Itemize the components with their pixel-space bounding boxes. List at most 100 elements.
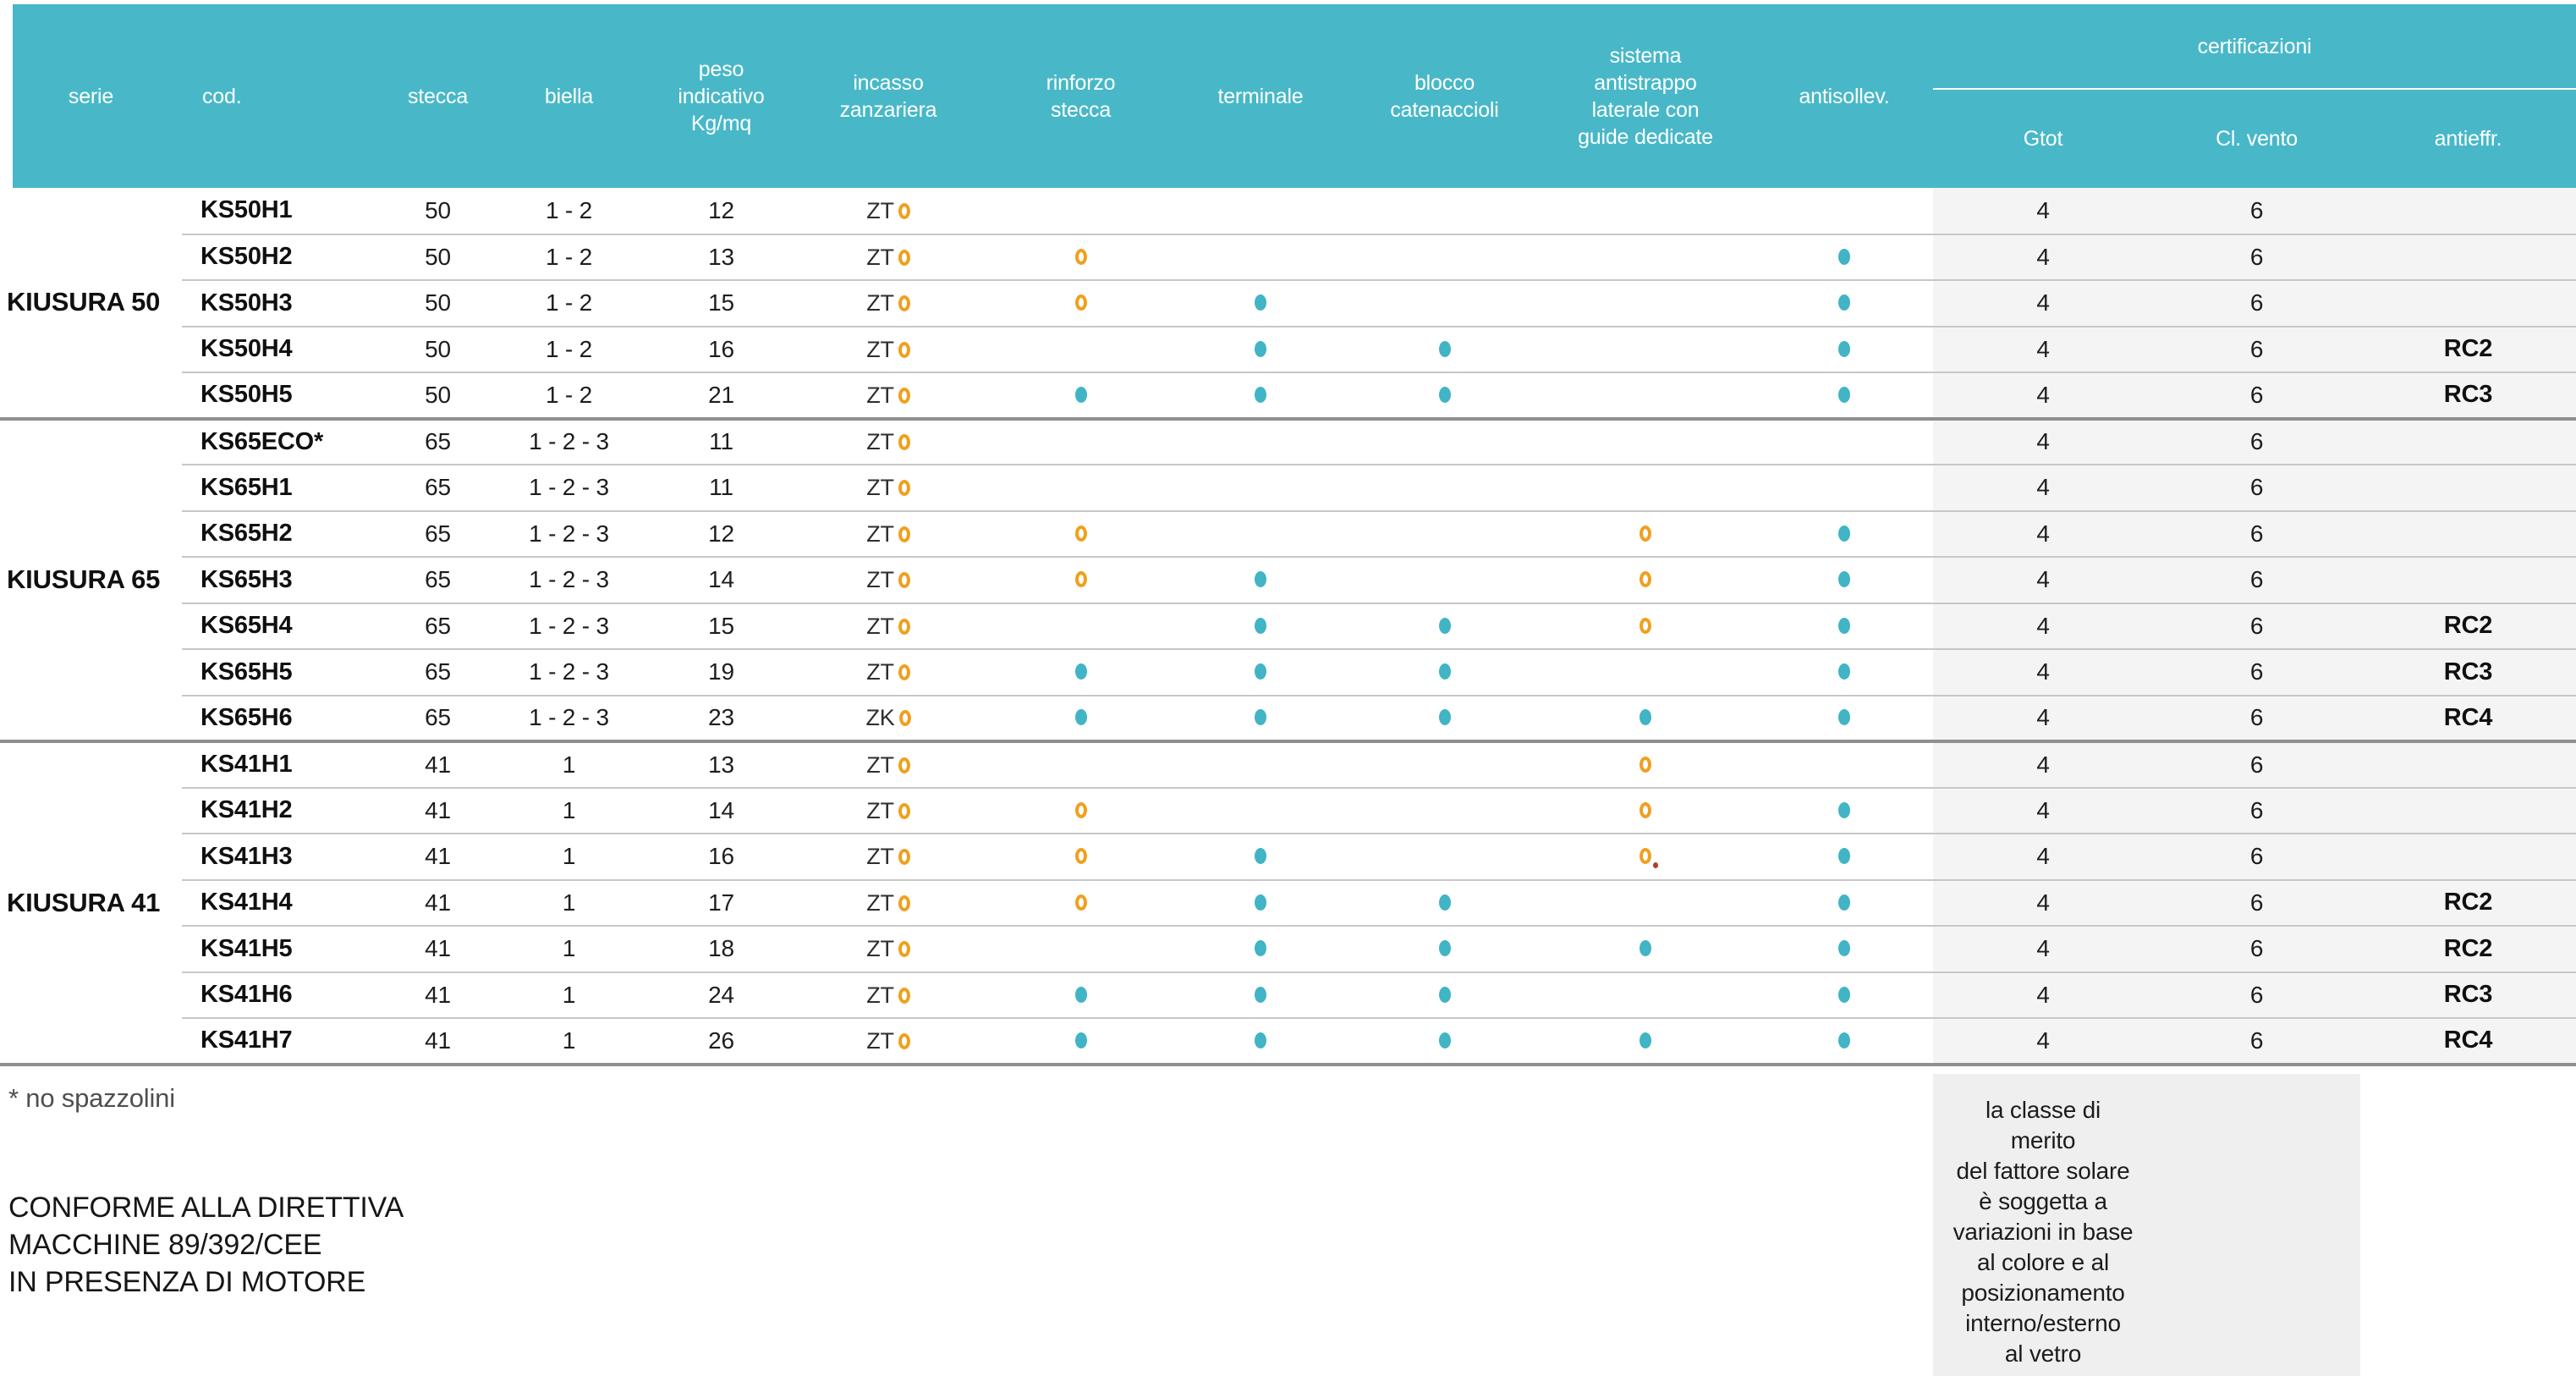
cell-gtot: 4 (1933, 648, 2153, 696)
included-dot-mark (1255, 294, 1266, 311)
cell-gtot: 4 (1933, 1017, 2153, 1065)
col-header-antieffr: antieffr. (2360, 89, 2576, 188)
cell-blocco (1354, 925, 1535, 972)
teal-dot-icon (1255, 340, 1266, 357)
incasso-value: ZK (865, 705, 911, 731)
col-header-biella: biella (478, 4, 660, 188)
series-group-kiusura-50: KIUSURA 50 KS50H1 50 1 - 2 12 ZT 4 6 KS50H2 50 1 -… (0, 188, 2576, 419)
orange-ring-icon (898, 572, 910, 589)
col-header-cod: cod. (182, 4, 398, 188)
col-header-gtot: Gtot (1933, 89, 2153, 188)
table-row-KS65H3: KS65H3 65 1 - 2 - 3 14 ZT 4 6 (0, 556, 2576, 603)
cell-biella: 1 - 2 - 3 (478, 509, 660, 557)
cell-terminale (1167, 464, 1354, 511)
cell-cod: KS41H4 (182, 878, 398, 926)
included-dot-mark (1438, 386, 1451, 403)
included-dot-mark (1838, 801, 1850, 818)
cell-antisollev (1755, 372, 1933, 419)
cell-blocco (1354, 419, 1535, 465)
incasso-code: ZT (866, 520, 894, 547)
cell-biella: 1 - 2 - 3 (478, 464, 660, 511)
table-row-KS65H5: KS65H5 65 1 - 2 - 3 19 ZT 4 6 RC3 (0, 648, 2576, 696)
incasso-value: ZT (866, 614, 910, 640)
teal-dot-icon (1074, 386, 1087, 403)
cell-cod: KS50H4 (182, 325, 398, 372)
orange-ring-icon (898, 849, 910, 866)
cell-rinforzo (994, 509, 1167, 557)
orange-ring-icon (1074, 894, 1087, 911)
orange-ring-icon (1640, 801, 1651, 818)
table-row-KS50H5: KS50H5 50 1 - 2 21 ZT 4 6 RC3 (0, 372, 2576, 419)
cell-gtot: 4 (1933, 372, 2153, 419)
included-dot-mark (1838, 386, 1850, 403)
cell-biella: 1 - 2 (478, 325, 660, 372)
cell-antisollev (1755, 279, 1933, 327)
cell-sistema (1535, 648, 1755, 696)
cell-clvento: 6 (2153, 188, 2360, 234)
cell-gtot: 4 (1933, 925, 2153, 972)
table-row-KS50H4: KS50H4 50 1 - 2 16 ZT 4 6 RC2 (0, 325, 2576, 372)
incasso-value: ZT (866, 337, 910, 363)
cell-incasso: ZT (783, 833, 994, 880)
included-dot-mark (1838, 617, 1850, 634)
incasso-value: ZT (866, 475, 910, 501)
cell-blocco (1354, 325, 1535, 372)
cell-terminale (1167, 509, 1354, 557)
included-dot-mark (1838, 340, 1850, 357)
cell-terminale (1167, 971, 1354, 1018)
header-row-1: serie cod. stecca biella peso indicativo Kg/… (0, 4, 2576, 188)
teal-dot-icon (1255, 940, 1266, 957)
cell-antieffr (2360, 233, 2576, 280)
cell-biella: 1 - 2 - 3 (478, 602, 660, 649)
included-dot-mark (1438, 894, 1451, 911)
cell-incasso: ZT (783, 419, 994, 465)
cell-blocco (1354, 188, 1535, 234)
cell-terminale (1167, 233, 1354, 280)
cell-clvento: 6 (2153, 325, 2360, 372)
optional-ring-mark (1074, 248, 1087, 265)
cell-rinforzo (994, 925, 1167, 972)
cell-peso: 14 (660, 786, 783, 834)
teal-dot-icon (1438, 386, 1451, 403)
cell-biella: 1 (478, 925, 660, 972)
incasso-code: ZT (866, 197, 894, 223)
cell-gtot: 4 (1933, 325, 2153, 372)
cell-blocco (1354, 833, 1535, 880)
cell-peso: 18 (660, 925, 783, 972)
incasso-code: ZT (866, 475, 894, 501)
cell-antisollev (1755, 509, 1933, 557)
cell-stecca: 65 (398, 694, 478, 741)
optional-ring-mark (1074, 571, 1087, 588)
cell-stecca: 41 (398, 1017, 478, 1065)
cell-peso: 12 (660, 509, 783, 557)
optional-ring-mark (1074, 894, 1087, 911)
cell-serie: KIUSURA 41 (7, 887, 161, 917)
cell-stecca: 65 (398, 602, 478, 649)
cell-biella: 1 - 2 (478, 233, 660, 280)
teal-dot-icon (1838, 986, 1850, 1003)
col-header-certificazioni: certificazioni (1933, 4, 2576, 90)
cell-incasso: ZT (783, 786, 994, 834)
series-group-kiusura-41: KIUSURA 41 KS41H1 41 1 13 ZT 4 6 KS41H2 41 1 14 ZT 4 6… (0, 741, 2576, 1065)
cell-blocco (1354, 509, 1535, 557)
included-dot-mark (1838, 940, 1850, 957)
col-header-sistema: sistema antistrappo laterale con guide d… (1535, 4, 1755, 188)
teal-dot-icon (1838, 940, 1850, 957)
incasso-value: ZT (866, 752, 910, 779)
cell-sistema (1535, 464, 1755, 511)
orange-ring-icon (898, 618, 910, 635)
cell-sistema (1535, 188, 1755, 234)
cell-serie: KIUSURA 50 (7, 287, 161, 317)
incasso-code: ZT (866, 751, 894, 778)
teal-dot-icon (1838, 709, 1850, 726)
incasso-code: ZT (866, 936, 894, 962)
orange-ring-icon (1074, 525, 1087, 542)
cell-peso: 19 (660, 648, 783, 696)
orange-ring-icon (898, 480, 910, 497)
included-dot-mark (1838, 571, 1850, 588)
orange-ring-icon (1074, 801, 1087, 818)
incasso-code: ZT (866, 613, 894, 639)
cell-cod: KS65H3 (182, 556, 398, 603)
table-row-KS41H1: KIUSURA 41 KS41H1 41 1 13 ZT 4 6 (0, 741, 2576, 917)
cell-terminale (1167, 419, 1354, 465)
